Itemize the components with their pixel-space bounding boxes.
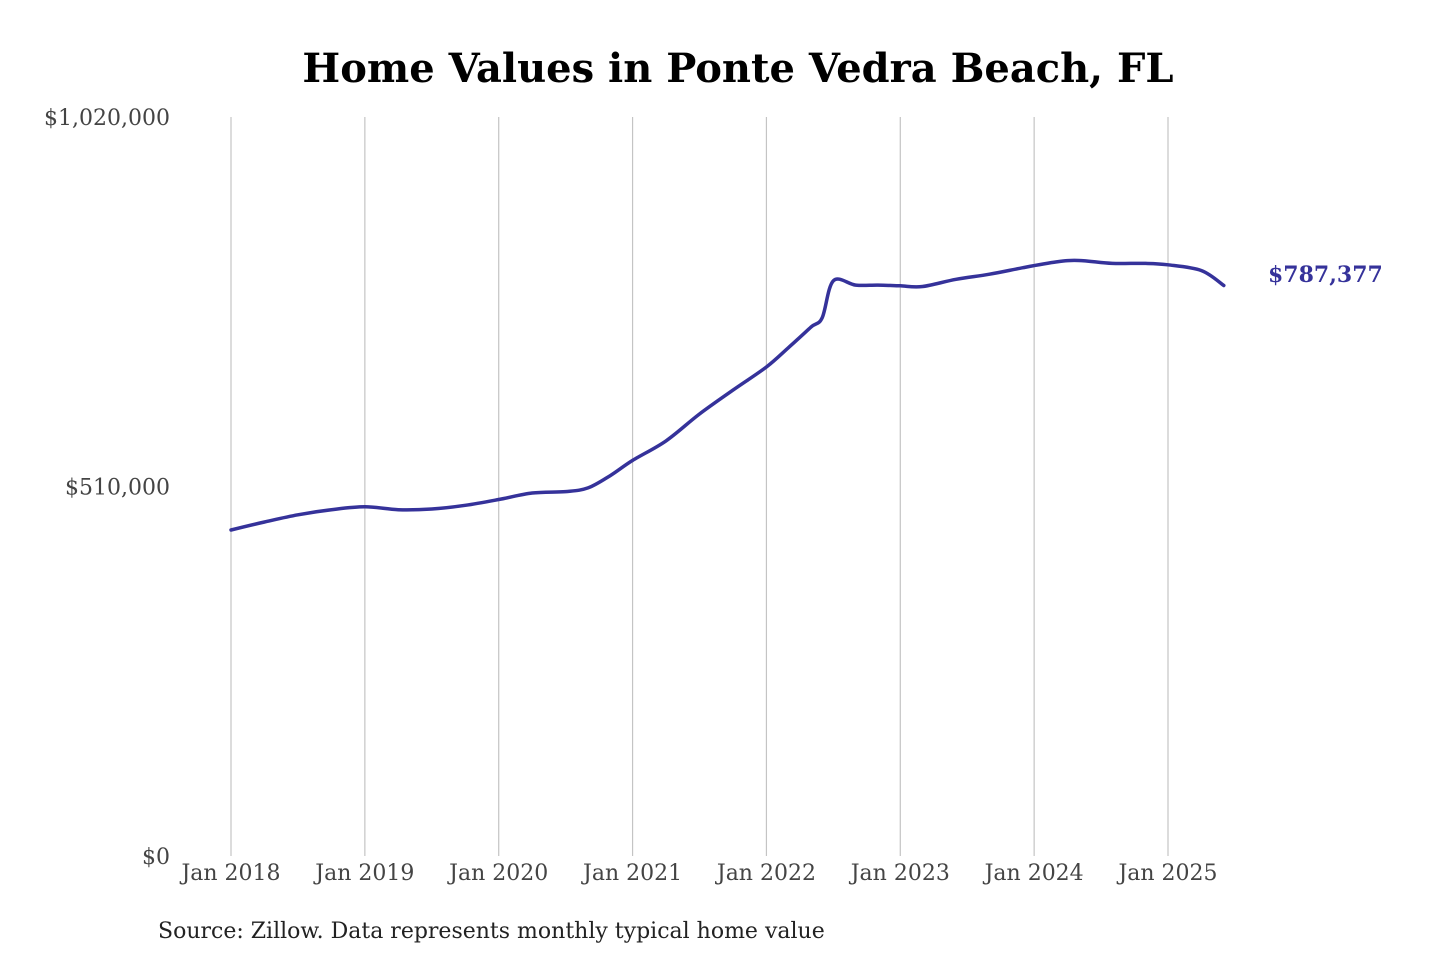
source-note: Source: Zillow. Data represents monthly … (158, 919, 825, 944)
end-value-label: $787,377 (1268, 262, 1383, 288)
x-tick-label-1: Jan 2019 (313, 861, 414, 886)
series-line-home-value (229, 258, 1226, 532)
x-tick-label-4: Jan 2022 (715, 861, 816, 886)
y-tick-label-2: $1,020,000 (44, 106, 170, 131)
x-tick-label-5: Jan 2023 (849, 861, 950, 886)
x-tick-label-2: Jan 2020 (447, 861, 548, 886)
y-axis-labels: $0 $510,000 $1,020,000 (44, 106, 170, 870)
y-tick-label-1: $510,000 (65, 476, 170, 501)
chart-title: Home Values in Ponte Vedra Beach, FL (302, 45, 1173, 92)
gridlines (230, 117, 1169, 856)
x-tick-label-6: Jan 2024 (983, 861, 1084, 886)
x-tick-label-3: Jan 2021 (581, 861, 682, 886)
x-axis-labels: Jan 2018 Jan 2019 Jan 2020 Jan 2021 Jan 2022… (179, 861, 1217, 886)
x-tick-label-7: Jan 2025 (1116, 861, 1217, 886)
x-tick-label-0: Jan 2018 (179, 861, 280, 886)
y-tick-label-0: $0 (142, 845, 170, 870)
series-layer (229, 258, 1226, 532)
